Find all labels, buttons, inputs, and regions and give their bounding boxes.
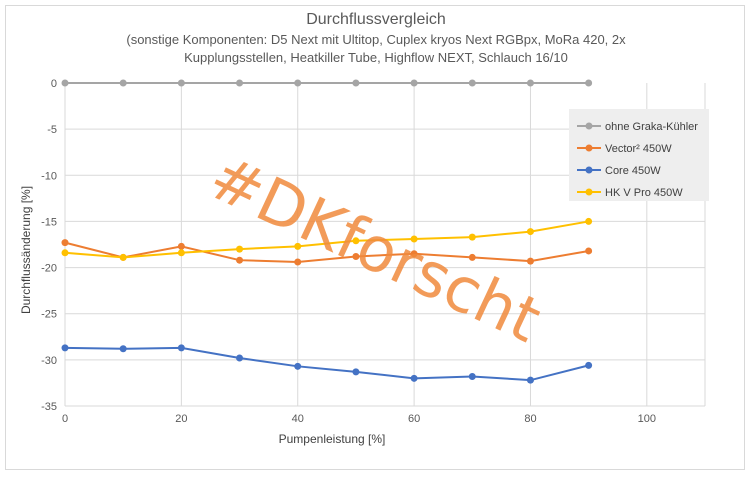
data-point [526,228,534,236]
x-tick-label: 60 [408,413,420,425]
data-point [585,79,593,87]
legend-entry: Core 450W [577,165,661,177]
legend-entry: HK V Pro 450W [577,187,683,199]
legend-entry: Vector² 450W [577,143,672,155]
data-point [410,235,418,243]
data-point [352,237,360,245]
y-tick-label: -20 [41,263,57,275]
chart-subtitle-line-2: Kupplungsstellen, Heatkiller Tube, Highf… [184,50,568,65]
data-point [352,368,360,376]
y-tick-label: -10 [41,170,57,182]
data-point [410,79,418,87]
data-point [177,249,185,257]
data-point [236,256,244,264]
x-tick-labels: 0 20 40 60 80 100 [62,413,656,425]
data-point [177,344,185,352]
legend-label: Vector² 450W [605,143,672,155]
series-line [64,220,589,259]
legend-box [569,109,709,201]
data-point [294,79,302,87]
y-tick-label: -30 [41,355,57,367]
data-point [236,245,244,253]
chart-title: Durchflussvergleich [306,11,446,28]
series-line [64,346,589,382]
y-tick-label: -35 [41,401,57,413]
data-point [294,242,302,250]
legend-label: Core 450W [605,165,661,177]
grid-lines [64,83,706,407]
data-point [352,252,360,260]
legend: ohne Graka-Kühler Vector² 450W Core 450W HK… [569,109,709,201]
series-layer [61,79,593,384]
y-axis-title: Durchflussänderung [%] [19,186,33,314]
x-tick-label: 100 [638,413,656,425]
x-tick-label: 80 [524,413,536,425]
data-point [119,253,127,261]
legend-swatch-marker [585,188,593,196]
series-line [64,241,589,264]
legend-swatch-marker [585,166,593,174]
data-point [236,354,244,362]
data-point [177,242,185,250]
data-point [410,250,418,258]
legend-label: HK V Pro 450W [605,187,683,199]
data-point [294,258,302,266]
data-point [61,239,69,247]
data-point [526,376,534,384]
chart-subtitle-line-1: (sonstige Komponenten: D5 Next mit Ultit… [126,32,626,47]
data-point [119,345,127,353]
y-tick-label: 0 [51,78,57,90]
data-point [61,79,69,87]
data-point [236,79,244,87]
y-tick-labels: 0 -5 -10 -15 -20 -25 -30 -35 [41,78,57,413]
series-2 [61,344,593,384]
legend-label: ohne Graka-Kühler [605,121,698,133]
y-tick-label: -25 [41,309,57,321]
data-point [177,79,185,87]
y-tick-label: -5 [47,124,57,136]
data-point [119,79,127,87]
data-point [294,362,302,370]
data-point [61,249,69,257]
data-point [61,344,69,352]
data-point [468,253,476,261]
data-point [468,372,476,380]
y-tick-label: -15 [41,216,57,228]
legend-swatch-marker [585,122,593,130]
x-tick-label: 0 [62,413,68,425]
data-point [585,361,593,369]
legend-items: ohne Graka-Kühler Vector² 450W Core 450W HK… [577,121,698,199]
data-point [526,257,534,265]
data-point [585,217,593,225]
legend-entry: ohne Graka-Kühler [577,121,698,133]
data-point [410,374,418,382]
legend-swatch-marker [585,144,593,152]
data-point [352,79,360,87]
data-point [585,247,593,255]
data-point [526,79,534,87]
data-point [468,79,476,87]
data-point [468,233,476,241]
x-tick-label: 20 [175,413,187,425]
series-0 [61,79,593,87]
chart-frame: Durchflussvergleich (sonstige Komponente… [5,5,745,470]
series-1 [61,239,593,266]
x-tick-label: 40 [292,413,304,425]
line-chart: Durchflussvergleich (sonstige Komponente… [19,11,709,446]
x-axis-title: Pumpenleistung [%] [279,432,386,446]
series-3 [61,217,593,261]
